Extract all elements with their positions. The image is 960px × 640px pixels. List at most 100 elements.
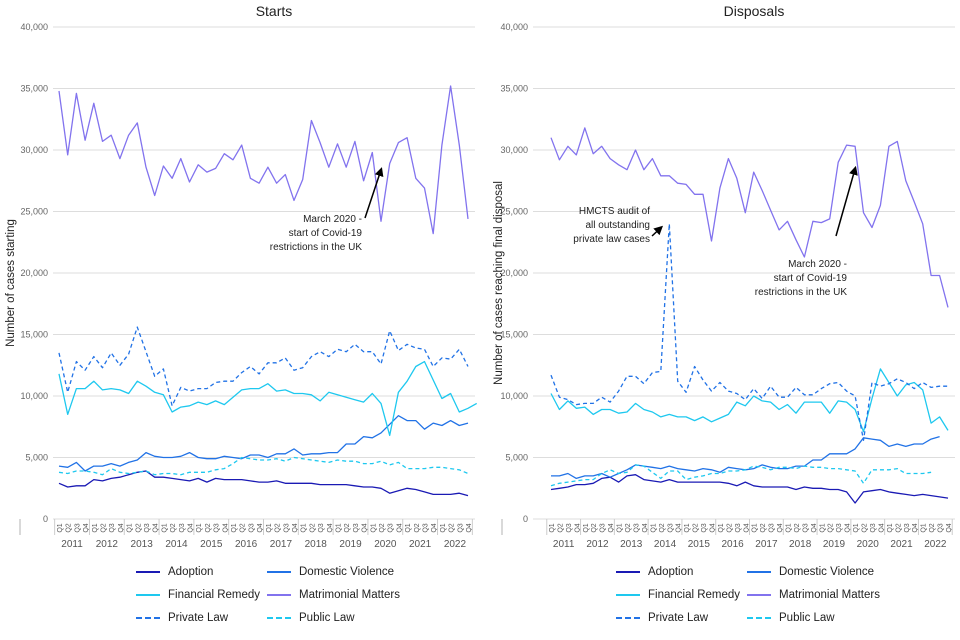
quarter-tick-label: Q1 bbox=[161, 523, 168, 532]
year-label: 2017 bbox=[270, 539, 293, 550]
annotation: March 2020 - start of Covid-19 restriction… bbox=[755, 165, 858, 298]
y-tick-label: 25,000 bbox=[20, 207, 48, 217]
year-label: 2014 bbox=[165, 539, 188, 550]
series-line-private-law bbox=[58, 326, 469, 407]
year-label: 2020 bbox=[374, 539, 397, 550]
year-label: 2019 bbox=[339, 539, 362, 550]
quarter-tick-label: Q2 bbox=[557, 523, 564, 532]
quarter-tick-label: Q4 bbox=[845, 523, 852, 532]
quarter-tick-label: Q3 bbox=[667, 523, 674, 532]
year-label: 2013 bbox=[131, 539, 154, 550]
quarter-tick-label: Q3 bbox=[214, 523, 221, 532]
quarter-tick-label: Q1 bbox=[440, 523, 447, 532]
legend-item-financial-remedy[interactable]: Financial Remedy bbox=[616, 587, 740, 603]
y-tick-label: 30,000 bbox=[500, 145, 528, 155]
year-label: 2013 bbox=[620, 539, 643, 550]
legend-item-financial-remedy[interactable]: Financial Remedy bbox=[136, 587, 260, 603]
legend-swatch bbox=[267, 593, 291, 596]
gridlines bbox=[53, 26, 475, 520]
annotation: March 2020 - start of Covid-19 restriction… bbox=[270, 167, 384, 253]
legend-item-adoption[interactable]: Adoption bbox=[136, 564, 213, 580]
quarter-tick-label: Q4 bbox=[362, 523, 369, 532]
quarter-tick-label: Q1 bbox=[583, 523, 590, 532]
quarter-tick-label: Q2 bbox=[101, 523, 108, 532]
quarter-tick-label: Q4 bbox=[257, 523, 264, 532]
quarter-tick-label: Q3 bbox=[388, 523, 395, 532]
quarter-tick-label: Q1 bbox=[335, 523, 342, 532]
quarter-tick-label: Q1 bbox=[921, 523, 928, 532]
quarter-tick-label: Q3 bbox=[600, 523, 607, 532]
y-tick-label: 10,000 bbox=[20, 391, 48, 401]
quarter-tick-label: Q4 bbox=[431, 523, 438, 532]
quarter-tick-label: Q3 bbox=[318, 523, 325, 532]
quarter-tick-label: Q1 bbox=[301, 523, 308, 532]
quarter-tick-label: Q3 bbox=[769, 523, 776, 532]
annotation-text: start of Covid-19 bbox=[774, 273, 848, 284]
quarter-tick-label: Q3 bbox=[802, 523, 809, 532]
quarter-tick-label: Q1 bbox=[405, 523, 412, 532]
quarter-tick-label: Q3 bbox=[938, 523, 945, 532]
year-label: 2011 bbox=[61, 539, 83, 550]
annotation-text: restrictions in the UK bbox=[755, 287, 848, 298]
quarter-tick-label: Q2 bbox=[625, 523, 632, 532]
quarter-tick-label: Q3 bbox=[904, 523, 911, 532]
legend-item-public-law[interactable]: Public Law bbox=[747, 610, 835, 626]
year-label: 2018 bbox=[305, 539, 328, 550]
gridlines bbox=[533, 26, 955, 520]
quarter-tick-label: Q4 bbox=[118, 523, 125, 532]
disposals-chart: Disposals 0 5,000 10,000 15,000 20,000 25,000 3… bbox=[493, 3, 955, 550]
quarter-tick-label: Q3 bbox=[870, 523, 877, 532]
quarter-tick-label: Q4 bbox=[811, 523, 818, 532]
year-label: 2020 bbox=[857, 539, 880, 550]
legend-item-domestic-violence[interactable]: Domestic Violence bbox=[267, 564, 394, 580]
legend-swatch bbox=[136, 616, 160, 619]
chart-title: Disposals bbox=[724, 3, 785, 19]
quarter-tick-label: Q2 bbox=[659, 523, 666, 532]
legend-item-matrimonial-matters[interactable]: Matrimonial Matters bbox=[747, 587, 880, 603]
legend-item-private-law[interactable]: Private Law bbox=[616, 610, 708, 626]
y-tick-label: 5,000 bbox=[25, 453, 48, 463]
y-axis-label: Number of cases starting bbox=[5, 219, 17, 347]
quarter-tick-label: Q4 bbox=[222, 523, 229, 532]
legend-item-private-law[interactable]: Private Law bbox=[136, 610, 228, 626]
year-label: 2014 bbox=[654, 539, 677, 550]
quarter-tick-label: Q1 bbox=[266, 523, 273, 532]
quarter-tick-label: Q3 bbox=[248, 523, 255, 532]
legend-item-public-law[interactable]: Public Law bbox=[267, 610, 355, 626]
quarter-tick-label: Q4 bbox=[878, 523, 885, 532]
legend-item-matrimonial-matters[interactable]: Matrimonial Matters bbox=[267, 587, 400, 603]
y-axis-label: Number of cases reaching final disposal bbox=[493, 181, 505, 385]
quarter-tick-label: Q3 bbox=[422, 523, 429, 532]
year-label: 2021 bbox=[409, 539, 432, 550]
quarter-tick-label: Q2 bbox=[693, 523, 700, 532]
quarter-tick-label: Q1 bbox=[786, 523, 793, 532]
annotation-text: all outstanding bbox=[586, 220, 651, 231]
year-label: 2016 bbox=[235, 539, 258, 550]
quarter-tick-label: Q2 bbox=[929, 523, 936, 532]
annotation-arrow bbox=[651, 225, 664, 237]
quarter-tick-label: Q3 bbox=[179, 523, 186, 532]
quarter-tick-label: Q4 bbox=[188, 523, 195, 532]
legend-label: Domestic Violence bbox=[779, 566, 875, 578]
quarter-tick-label: Q3 bbox=[566, 523, 573, 532]
series-line-domestic-violence bbox=[58, 415, 469, 472]
year-label: 2015 bbox=[200, 539, 223, 550]
quarter-tick-label: Q1 bbox=[819, 523, 826, 532]
series-line-matrimonial-matters bbox=[58, 85, 469, 235]
chart-title: Starts bbox=[256, 3, 293, 19]
quarter-tick-label: Q2 bbox=[414, 523, 421, 532]
legend-item-domestic-violence[interactable]: Domestic Violence bbox=[747, 564, 874, 580]
quarter-tick-label: Q3 bbox=[735, 523, 742, 532]
starts-chart: Starts 0 5,000 10,000 15,000 20,000 25,000 30,0… bbox=[5, 3, 478, 550]
legend-item-adoption[interactable]: Adoption bbox=[616, 564, 693, 580]
quarter-tick-label: Q3 bbox=[701, 523, 708, 532]
quarter-tick-label: Q1 bbox=[617, 523, 624, 532]
quarter-tick-label: Q1 bbox=[650, 523, 657, 532]
quarter-tick-label: Q2 bbox=[760, 523, 767, 532]
quarter-tick-label: Q1 bbox=[196, 523, 203, 532]
legend-label: Adoption bbox=[168, 566, 214, 578]
quarter-tick-label: Q2 bbox=[344, 523, 351, 532]
quarter-tick-label: Q2 bbox=[828, 523, 835, 532]
year-label: 2022 bbox=[924, 539, 947, 550]
series-line-financial-remedy bbox=[58, 360, 478, 437]
